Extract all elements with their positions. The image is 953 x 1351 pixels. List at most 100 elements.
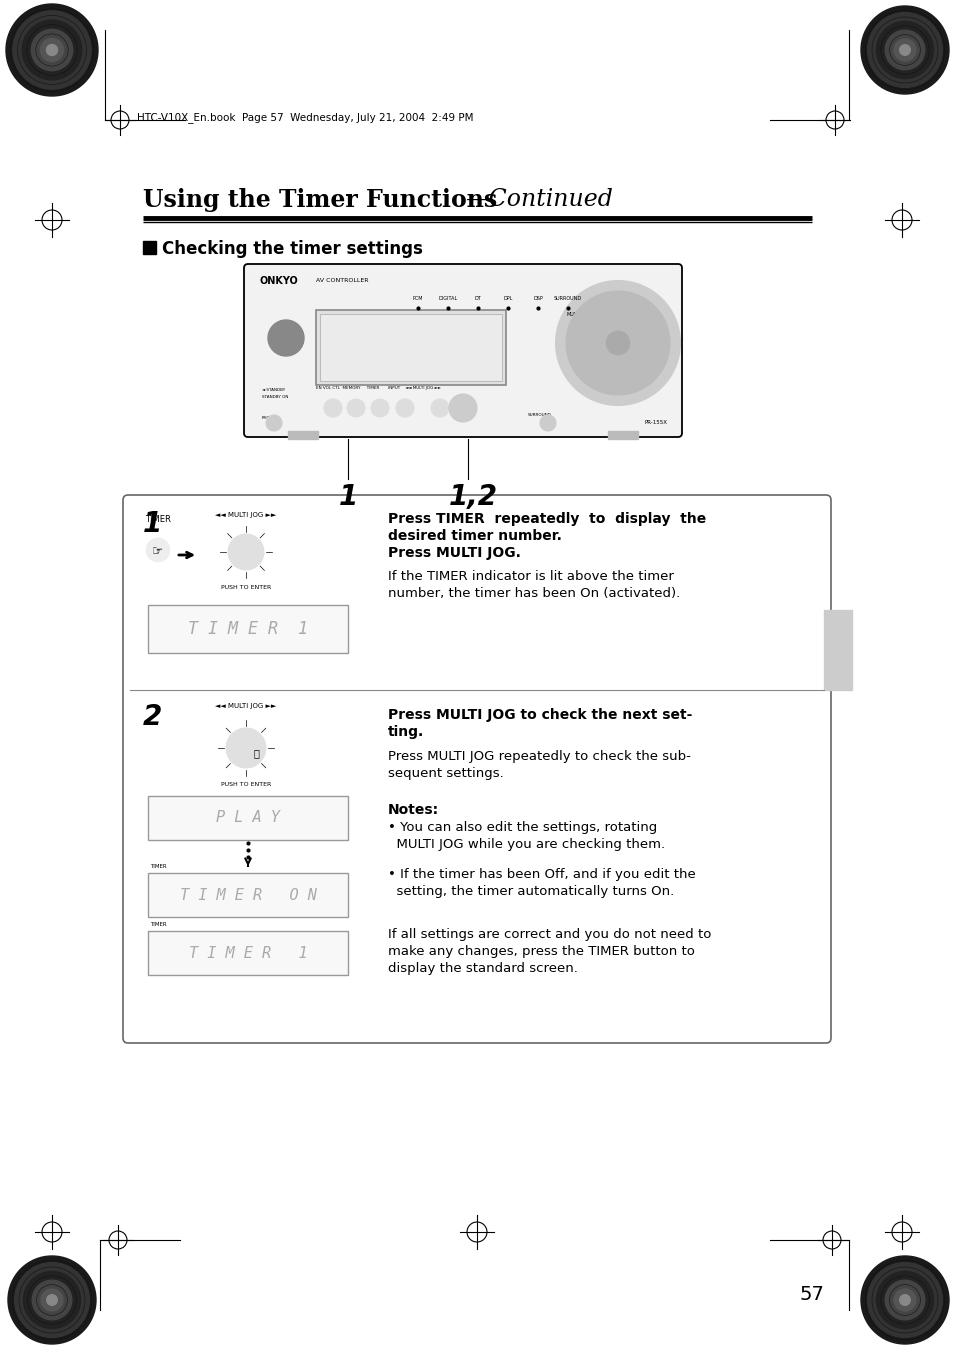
Bar — [823, 611, 851, 690]
Circle shape — [14, 1263, 90, 1337]
Text: If all settings are correct and you do not need to
make any changes, press the T: If all settings are correct and you do n… — [388, 928, 711, 975]
Circle shape — [605, 331, 629, 355]
Circle shape — [347, 399, 365, 417]
Bar — [148, 931, 348, 975]
Circle shape — [32, 1281, 71, 1320]
Text: MASTER VOLUME: MASTER VOLUME — [591, 299, 634, 304]
Circle shape — [899, 45, 909, 55]
Text: PCM: PCM — [413, 296, 423, 301]
Circle shape — [876, 22, 933, 78]
Text: PHONES: PHONES — [262, 416, 278, 420]
Circle shape — [226, 728, 266, 767]
Text: Notes:: Notes: — [388, 802, 438, 817]
Circle shape — [556, 281, 679, 405]
Bar — [607, 431, 638, 439]
Bar — [148, 873, 348, 917]
Text: SURROUND: SURROUND — [527, 413, 551, 417]
Text: ONKYO: ONKYO — [260, 276, 298, 286]
Circle shape — [41, 1289, 63, 1310]
Circle shape — [449, 394, 476, 422]
Text: PR-155X: PR-155X — [644, 420, 667, 426]
Text: T I M E R   1: T I M E R 1 — [189, 946, 307, 961]
Bar — [288, 431, 317, 439]
Circle shape — [866, 12, 942, 88]
Text: T I M E R  1: T I M E R 1 — [188, 620, 308, 638]
Bar — [148, 605, 348, 653]
Circle shape — [884, 30, 923, 70]
Text: EN VOL CTL  MEMORY     TIMER       INPUT    ◄◄ MULTI JOG ►►: EN VOL CTL MEMORY TIMER INPUT ◄◄ MULTI J… — [315, 386, 440, 390]
Text: TIMER: TIMER — [150, 921, 167, 927]
Text: PUSH TO ENTER: PUSH TO ENTER — [221, 782, 271, 788]
Circle shape — [395, 399, 414, 417]
Text: Press MULTI JOG to check the next set-: Press MULTI JOG to check the next set- — [388, 708, 692, 721]
Circle shape — [268, 320, 304, 357]
FancyBboxPatch shape — [123, 494, 830, 1043]
Bar — [143, 240, 156, 254]
Text: —Continued: —Continued — [464, 188, 612, 211]
Circle shape — [24, 1271, 80, 1328]
Text: ◄ STANDBY: ◄ STANDBY — [262, 388, 285, 392]
Circle shape — [893, 1289, 915, 1310]
Text: SURROUND: SURROUND — [554, 296, 581, 301]
Text: 1: 1 — [143, 509, 162, 538]
Circle shape — [324, 399, 341, 417]
Circle shape — [899, 1294, 909, 1305]
Circle shape — [142, 534, 173, 566]
Text: DIGITAL: DIGITAL — [438, 296, 457, 301]
Text: desired timer number.: desired timer number. — [388, 530, 561, 543]
Bar — [319, 313, 501, 381]
Text: 2: 2 — [143, 703, 162, 731]
Text: ☞: ☞ — [152, 544, 164, 558]
Circle shape — [40, 38, 64, 62]
Text: HTC-V10X_En.book  Page 57  Wednesday, July 21, 2004  2:49 PM: HTC-V10X_En.book Page 57 Wednesday, July… — [137, 112, 473, 123]
Text: Press TIMER  repeatedly  to  display  the: Press TIMER repeatedly to display the — [388, 512, 705, 526]
Circle shape — [47, 45, 57, 55]
Text: STANDBY ON: STANDBY ON — [262, 394, 288, 399]
Bar — [315, 309, 505, 385]
Circle shape — [861, 5, 948, 95]
Text: TIMER: TIMER — [145, 515, 171, 524]
Text: Press MULTI JOG repeatedly to check the sub-
sequent settings.: Press MULTI JOG repeatedly to check the … — [388, 750, 690, 780]
Text: 57: 57 — [799, 1285, 823, 1304]
Circle shape — [6, 4, 98, 96]
Circle shape — [266, 415, 282, 431]
Text: 1,2: 1,2 — [448, 484, 497, 511]
Circle shape — [146, 538, 170, 562]
Text: If the TIMER indicator is lit above the timer
number, the timer has been On (act: If the TIMER indicator is lit above the … — [388, 570, 679, 600]
Circle shape — [861, 1256, 948, 1344]
Circle shape — [13, 11, 91, 89]
Text: AV CONTROLLER: AV CONTROLLER — [315, 278, 368, 282]
Circle shape — [8, 1256, 96, 1344]
Circle shape — [371, 399, 389, 417]
Text: MULTI/PD: MULTI/PD — [566, 312, 589, 317]
Circle shape — [893, 39, 915, 61]
Text: TIMER: TIMER — [150, 865, 167, 869]
Text: DSP: DSP — [533, 296, 542, 301]
Text: P L A Y: P L A Y — [215, 811, 279, 825]
Circle shape — [431, 399, 449, 417]
Circle shape — [47, 1294, 57, 1305]
Text: Press MULTI JOG.: Press MULTI JOG. — [388, 546, 520, 561]
Circle shape — [876, 1271, 933, 1328]
Bar — [148, 796, 348, 840]
Circle shape — [539, 415, 556, 431]
Text: PUSH TO ENTER: PUSH TO ENTER — [221, 585, 271, 590]
Text: ◄◄ MULTI JOG ►►: ◄◄ MULTI JOG ►► — [215, 703, 276, 709]
Circle shape — [31, 30, 72, 70]
FancyBboxPatch shape — [244, 263, 681, 436]
Text: ting.: ting. — [388, 725, 424, 739]
Text: ◄◄ MULTI JOG ►►: ◄◄ MULTI JOG ►► — [215, 512, 276, 517]
Circle shape — [220, 526, 272, 578]
Circle shape — [866, 1263, 942, 1337]
Text: Checking the timer settings: Checking the timer settings — [162, 240, 422, 258]
Circle shape — [22, 20, 82, 80]
Text: • You can also edit the settings, rotating
  MULTI JOG while you are checking th: • You can also edit the settings, rotati… — [388, 821, 664, 851]
Circle shape — [884, 1281, 923, 1320]
Circle shape — [228, 534, 264, 570]
Text: ✋: ✋ — [253, 748, 258, 758]
Circle shape — [565, 290, 669, 394]
Text: 1: 1 — [338, 484, 357, 511]
Text: Using the Timer Functions: Using the Timer Functions — [143, 188, 497, 212]
Text: DPL: DPL — [503, 296, 512, 301]
Circle shape — [218, 720, 274, 775]
